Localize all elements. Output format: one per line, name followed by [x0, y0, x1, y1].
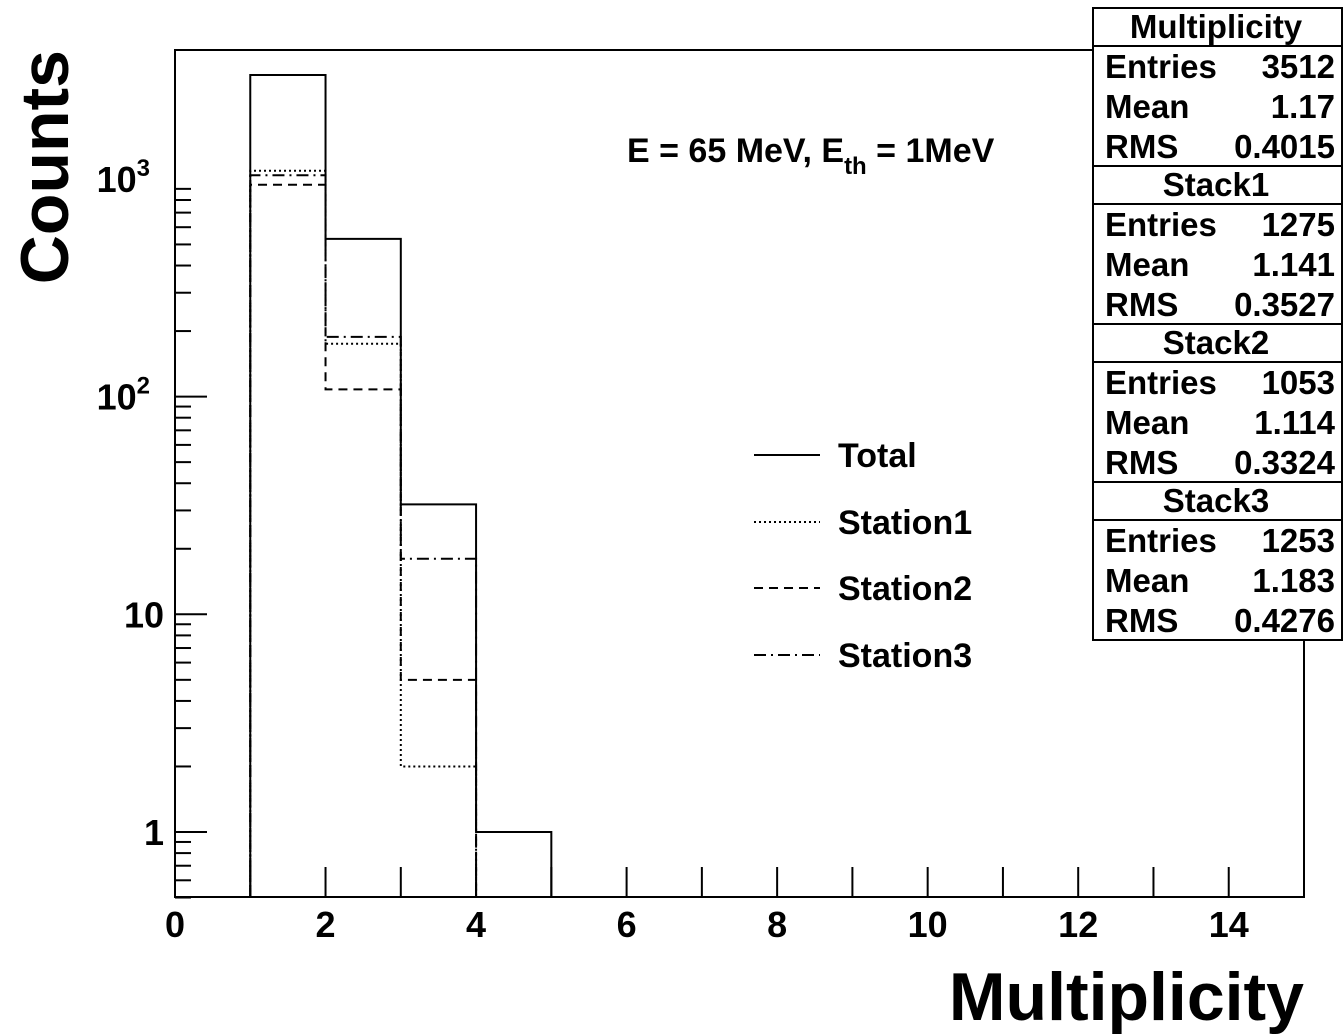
- stats-label: RMS: [1105, 286, 1178, 323]
- stats-title: Multiplicity: [1130, 8, 1303, 45]
- y-tick-label-base: 10: [124, 594, 164, 635]
- stats-box-frame: [1092, 165, 1343, 325]
- y-tick-label-base: 10: [97, 159, 137, 200]
- stats-value: 1053: [1262, 364, 1335, 401]
- legend-label: Station1: [838, 504, 972, 542]
- x-axis-title: Multiplicity: [949, 959, 1304, 1034]
- y-tick-label-exponent: 2: [137, 373, 150, 400]
- stats-label: RMS: [1105, 602, 1178, 639]
- annotation-tail: = 1MeV: [867, 132, 995, 170]
- legend-label: Total: [838, 437, 917, 475]
- stats-label: RMS: [1105, 444, 1178, 481]
- stats-value: 0.3527: [1234, 286, 1335, 323]
- annotation-main: E = 65 MeV, E: [627, 132, 844, 170]
- y-tick-label-exponent: 3: [137, 155, 150, 182]
- stats-box-frame: [1092, 7, 1343, 167]
- stats-label: Mean: [1105, 404, 1189, 441]
- stats-value: 1275: [1262, 206, 1335, 243]
- x-tick-label: 14: [1209, 904, 1249, 945]
- stats-value: 1.183: [1252, 562, 1335, 599]
- stats-title: Stack2: [1163, 324, 1269, 361]
- x-tick-label: 0: [165, 904, 185, 945]
- y-tick-label: 102: [97, 373, 150, 418]
- energy-annotation: E = 65 MeV, Eth = 1MeV: [627, 132, 995, 180]
- stats-title: Stack3: [1163, 482, 1269, 519]
- stats-value: 1253: [1262, 522, 1335, 559]
- x-tick-label: 8: [767, 904, 787, 945]
- stats-label: Mean: [1105, 88, 1189, 125]
- stats-label: Mean: [1105, 246, 1189, 283]
- stats-value: 3512: [1262, 48, 1335, 85]
- x-tick-label: 6: [617, 904, 637, 945]
- y-tick-label: 1: [144, 812, 164, 853]
- y-tick-label-base: 1: [144, 812, 164, 853]
- stats-value: 0.3324: [1234, 444, 1336, 481]
- histogram-series: [249, 74, 553, 898]
- x-axis-ticks: 0 2 4 6 8 10 12 14: [165, 867, 1305, 945]
- y-tick-label: 103: [97, 155, 150, 200]
- legend-label: Station3: [838, 637, 972, 675]
- annotation-subscript: th: [844, 153, 867, 180]
- stats-value: 1.141: [1252, 246, 1335, 283]
- stats-label: Entries: [1105, 206, 1217, 243]
- legend-label: Station2: [838, 570, 972, 608]
- histogram-line: [249, 174, 552, 898]
- histogram-line: [249, 169, 552, 898]
- stats-value: 1.17: [1271, 88, 1335, 125]
- stats-value: 0.4276: [1234, 602, 1335, 639]
- x-tick-label: 12: [1058, 904, 1098, 945]
- legend: Total Station1 Station2 Station3: [754, 437, 972, 675]
- stats-label: Mean: [1105, 562, 1189, 599]
- y-axis-title: Counts: [7, 50, 83, 284]
- stats-value: 0.4015: [1234, 128, 1335, 165]
- y-tick-label-base: 10: [97, 377, 137, 418]
- y-tick-label: 10: [124, 594, 164, 635]
- stats-label: RMS: [1105, 128, 1178, 165]
- stats-value: 1.114: [1254, 404, 1335, 441]
- x-tick-label: 4: [466, 904, 486, 945]
- stats-label: Entries: [1105, 522, 1217, 559]
- series-station1: [249, 169, 552, 898]
- series-station3: [249, 174, 552, 898]
- x-tick-label: 2: [316, 904, 336, 945]
- stats-label: Entries: [1105, 48, 1217, 85]
- histogram-line: [249, 74, 553, 897]
- series-total: [249, 74, 553, 897]
- stats-box-frame: [1092, 481, 1343, 641]
- stats-label: Entries: [1105, 364, 1217, 401]
- stats-title: Stack1: [1163, 166, 1269, 203]
- x-tick-label: 10: [908, 904, 948, 945]
